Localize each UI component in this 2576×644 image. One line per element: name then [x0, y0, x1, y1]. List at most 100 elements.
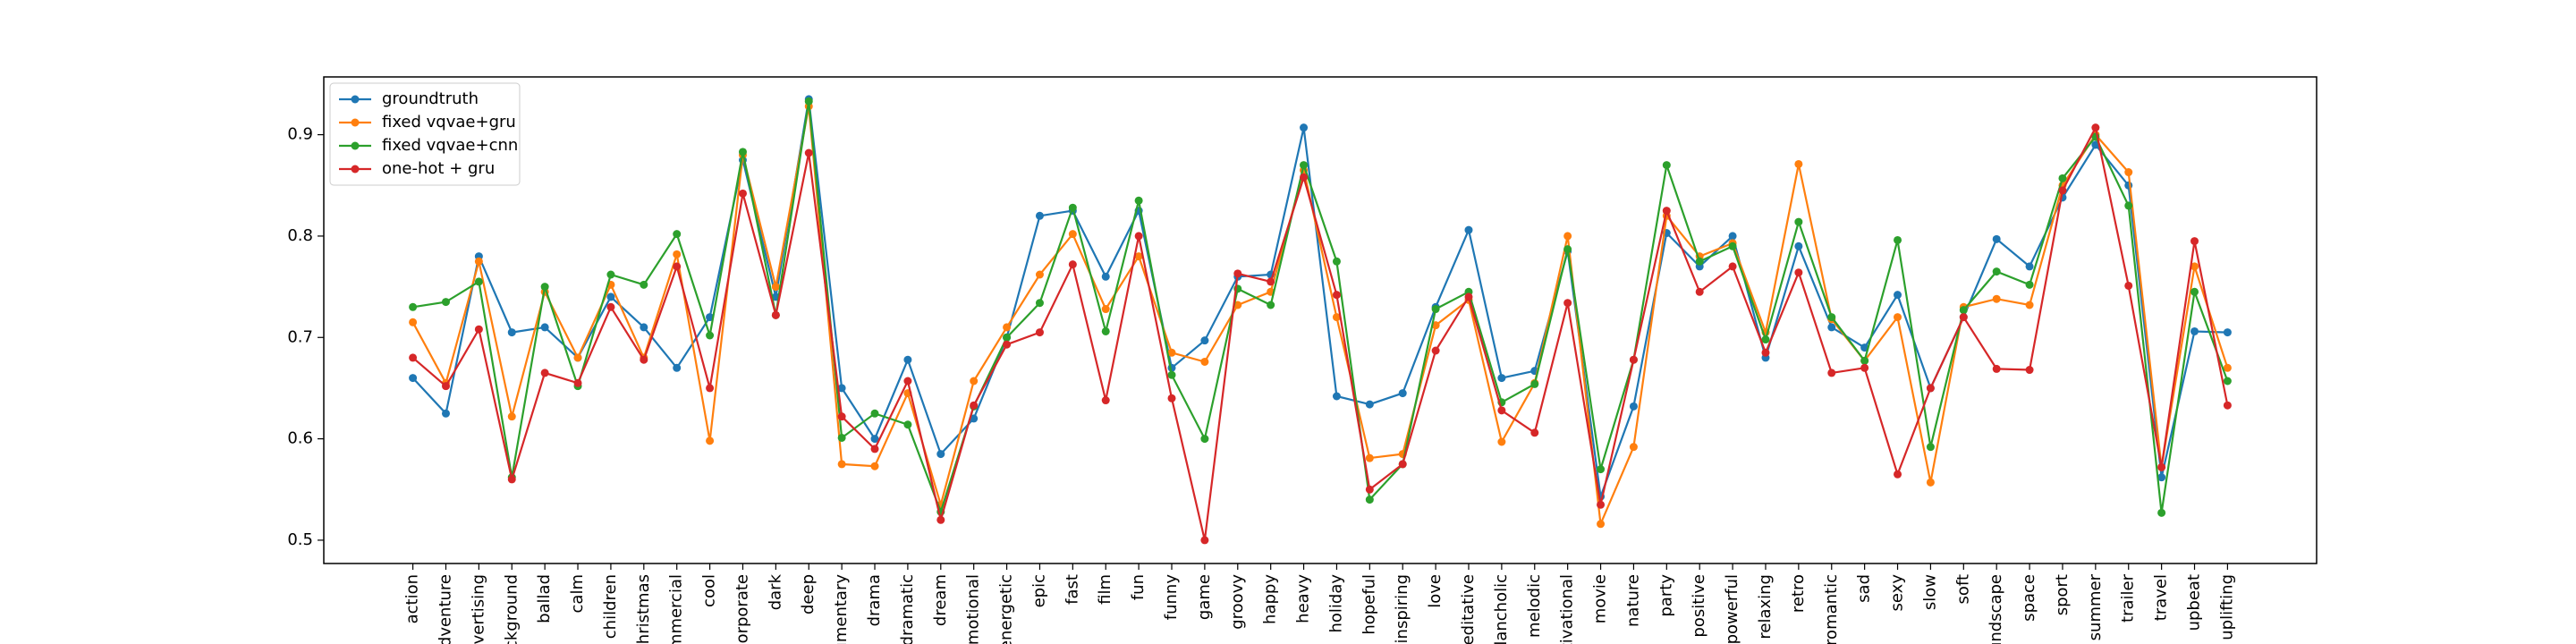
data-point [1894, 470, 1902, 479]
x-tick-label: hopeful [1360, 574, 1378, 635]
data-point [1035, 299, 1044, 308]
data-point [1992, 267, 2001, 276]
data-point [2025, 301, 2034, 309]
data-point [1761, 348, 1770, 357]
data-point [837, 460, 846, 469]
y-tick-label: 0.7 [287, 327, 313, 346]
data-point [1695, 287, 1704, 296]
data-point [1233, 301, 1242, 309]
data-point [1860, 363, 1869, 372]
data-point [1794, 217, 1803, 226]
legend-marker [351, 141, 360, 150]
data-point [1431, 346, 1440, 355]
data-point [2058, 174, 2067, 182]
data-point [606, 270, 615, 279]
data-point [870, 409, 879, 418]
data-point [1894, 291, 1902, 300]
data-point [507, 475, 516, 484]
legend-marker [351, 118, 360, 127]
x-tick-label: heavy [1294, 574, 1313, 623]
data-point [1167, 370, 1176, 379]
data-point [673, 250, 682, 258]
x-tick-label: nature [1623, 574, 1642, 627]
data-point [1200, 435, 1209, 444]
data-point [1267, 301, 1275, 309]
legend-label: fixed vqvae+gru [382, 113, 516, 131]
data-point [1563, 299, 1572, 308]
series-line [411, 98, 2228, 497]
data-point [1134, 252, 1143, 261]
series-line [411, 124, 2229, 541]
data-point [2223, 363, 2232, 372]
data-point [1200, 336, 1209, 345]
data-point [540, 323, 549, 332]
data-point [540, 283, 549, 292]
data-point [1959, 313, 1968, 322]
data-point [706, 384, 715, 393]
x-tick-label: fast [1063, 574, 1081, 605]
x-tick-label: advertising [469, 574, 487, 644]
x-tick-label: dream [931, 574, 950, 626]
x-tick-label: film [1096, 574, 1114, 605]
x-tick-label: holiday [1326, 574, 1345, 633]
data-point [1662, 161, 1671, 170]
data-point [1926, 478, 1935, 487]
x-tick-label: space [2020, 574, 2038, 622]
data-point [2025, 280, 2034, 289]
data-point [1992, 364, 2001, 373]
data-point [573, 378, 582, 387]
data-point [1068, 203, 1077, 212]
data-point [970, 414, 979, 423]
x-tick-label: epic [1030, 574, 1048, 607]
y-tick-label: 0.8 [287, 226, 313, 245]
data-point [640, 280, 648, 289]
data-point [1728, 242, 1737, 250]
data-point [1068, 230, 1077, 239]
data-point [1003, 340, 1012, 349]
x-tick-label: energetic [997, 574, 1016, 644]
data-point [1992, 294, 2001, 303]
data-point [606, 292, 615, 301]
data-point [1300, 173, 1309, 182]
data-point [2025, 262, 2034, 271]
data-point [2190, 287, 2199, 296]
x-tick-label: adventure [436, 574, 454, 644]
data-point [2124, 168, 2133, 177]
data-point [2058, 186, 2067, 195]
data-point [1365, 485, 1374, 494]
data-point [1167, 348, 1176, 357]
x-tick-label: children [601, 574, 620, 639]
x-tick-label: ballad [535, 574, 554, 623]
y-tick-label: 0.6 [287, 429, 313, 448]
data-point [2124, 201, 2133, 210]
data-point [1365, 400, 1374, 409]
x-tick-label: action [403, 574, 422, 623]
data-point [2223, 377, 2232, 386]
x-tick-label: slow [1920, 574, 1939, 610]
y-tick-label: 0.9 [287, 125, 313, 144]
data-point [1431, 305, 1440, 314]
data-point [673, 262, 682, 271]
x-tick-label: romantic [1822, 574, 1841, 644]
x-tick-label: positive [1690, 574, 1708, 638]
data-point [1597, 500, 1606, 509]
data-point [409, 318, 418, 326]
data-point [1662, 207, 1671, 216]
legend-label: fixed vqvae+cnn [382, 136, 518, 155]
data-point [1035, 211, 1044, 220]
data-point [1035, 328, 1044, 337]
x-tick-label: cool [700, 574, 719, 607]
data-point [409, 302, 418, 311]
data-point [1629, 443, 1638, 452]
data-point [903, 420, 912, 429]
x-tick-label: trailer [2119, 573, 2138, 623]
data-point [2124, 281, 2133, 290]
data-point [706, 331, 715, 340]
data-point [970, 401, 979, 410]
y-tick-label: 0.5 [287, 530, 313, 549]
data-point [507, 412, 516, 421]
data-point [706, 436, 715, 445]
data-point [1101, 272, 1110, 281]
data-point [441, 382, 450, 391]
